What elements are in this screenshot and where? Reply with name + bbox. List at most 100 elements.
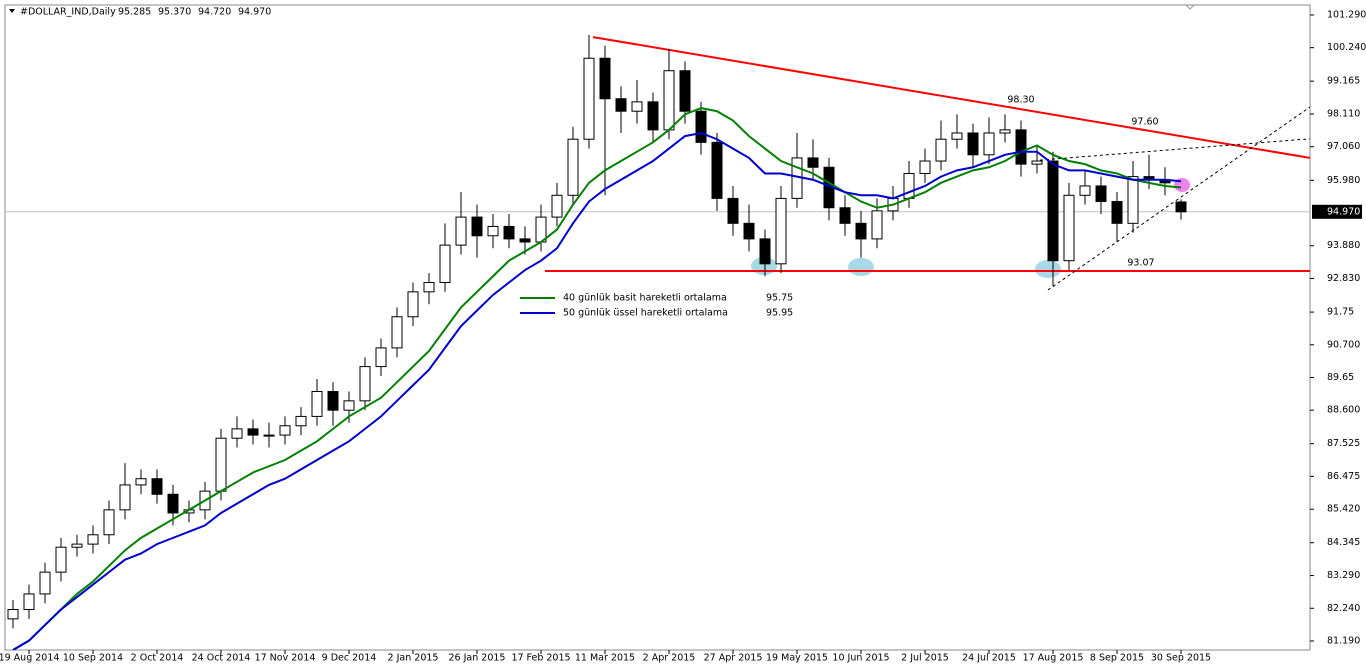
y-tick-label: 84.345 bbox=[1327, 537, 1360, 548]
x-tick-label: 24 Oct 2014 bbox=[192, 653, 251, 664]
chart-title: #DOLLAR_IND,Daily bbox=[20, 7, 116, 18]
candle-body bbox=[1047, 160, 1059, 262]
y-tick-label: 90.700 bbox=[1327, 339, 1360, 350]
candle-body bbox=[615, 98, 627, 112]
candle-body bbox=[23, 593, 35, 611]
candle-body bbox=[471, 216, 483, 237]
x-tick-label: 10 Sep 2014 bbox=[63, 653, 123, 664]
y-tick-label: 87.525 bbox=[1327, 438, 1360, 449]
candle-body bbox=[647, 101, 659, 131]
legend-label: 40 günlük basit hareketli ortalama bbox=[563, 293, 727, 304]
candle-body bbox=[135, 478, 147, 486]
candle-body bbox=[935, 138, 947, 162]
candle-body bbox=[375, 347, 387, 368]
current-price-label: 94.970 bbox=[1327, 206, 1360, 217]
x-tick-label: 19 May 2015 bbox=[766, 653, 828, 664]
annotation: 97.60 bbox=[1131, 117, 1158, 128]
candle-body bbox=[215, 437, 227, 492]
candle-body bbox=[231, 428, 243, 439]
candle-body bbox=[759, 238, 771, 265]
y-tick-label: 100.240 bbox=[1327, 42, 1366, 53]
candle-body bbox=[903, 172, 915, 199]
candle-body bbox=[151, 478, 163, 495]
candle-body bbox=[39, 571, 51, 595]
x-tick-label: 8 Sep 2015 bbox=[1090, 653, 1144, 664]
candle-body bbox=[1079, 185, 1091, 196]
moving-average bbox=[12, 131, 1182, 650]
candle-body bbox=[423, 281, 435, 293]
candle-body bbox=[983, 132, 995, 156]
x-tick-label: 17 Nov 2014 bbox=[255, 653, 316, 664]
candle-body bbox=[727, 197, 739, 224]
candle-body bbox=[1111, 201, 1123, 224]
low-marker bbox=[1035, 260, 1061, 278]
candle-body bbox=[359, 366, 371, 402]
candle-body bbox=[167, 493, 179, 514]
x-tick-label: 26 Jan 2015 bbox=[449, 653, 506, 664]
candle-body bbox=[295, 415, 307, 427]
candle-body bbox=[247, 428, 259, 436]
candle-body bbox=[871, 210, 883, 240]
x-tick-label: 2 Oct 2014 bbox=[131, 653, 184, 664]
candle-body bbox=[1015, 129, 1027, 165]
candle-body bbox=[87, 534, 99, 545]
y-tick-label: 98.110 bbox=[1327, 109, 1360, 120]
candle-body bbox=[583, 57, 595, 140]
menu-arrow bbox=[9, 9, 15, 13]
candle-body bbox=[455, 216, 467, 246]
x-tick-label: 17 Aug 2015 bbox=[1023, 653, 1084, 664]
title-value: 94.720 bbox=[198, 7, 231, 18]
candle-body bbox=[343, 400, 355, 411]
x-tick-label: 11 Mar 2015 bbox=[575, 653, 635, 664]
candle-body bbox=[1127, 176, 1139, 224]
candle-body bbox=[711, 141, 723, 199]
legend-value: 95.95 bbox=[766, 308, 793, 319]
annotation: 98.30 bbox=[1007, 95, 1034, 106]
candle-body bbox=[775, 197, 787, 265]
x-tick-label: 27 Apr 2015 bbox=[704, 653, 763, 664]
candle-body bbox=[1031, 160, 1043, 165]
candle-body bbox=[311, 391, 323, 417]
candle-body bbox=[1063, 194, 1075, 262]
candle-body bbox=[407, 291, 419, 318]
x-tick-label: 19 Aug 2014 bbox=[0, 653, 59, 664]
x-tick-label: 17 Feb 2015 bbox=[511, 653, 570, 664]
x-tick-label: 2 Jul 2015 bbox=[901, 653, 949, 664]
annotation: 93.07 bbox=[1127, 258, 1154, 269]
candle-body bbox=[1095, 185, 1107, 203]
candle-body bbox=[327, 391, 339, 411]
candle-body bbox=[551, 194, 563, 218]
y-tick-label: 85.420 bbox=[1327, 504, 1360, 515]
candle-body bbox=[663, 70, 675, 131]
y-tick-label: 91.75 bbox=[1327, 307, 1354, 318]
candle-body bbox=[279, 425, 291, 436]
plot-area bbox=[5, 5, 1310, 650]
candle-body bbox=[567, 138, 579, 196]
candle-body bbox=[695, 110, 707, 143]
candle-body bbox=[743, 222, 755, 240]
channel-line bbox=[1039, 138, 1310, 161]
scroll-marker bbox=[1185, 5, 1195, 10]
y-tick-label: 86.475 bbox=[1327, 471, 1360, 482]
y-tick-label: 81.190 bbox=[1327, 635, 1360, 646]
candle-body bbox=[71, 543, 83, 548]
x-tick-label: 30 Sep 2015 bbox=[1151, 653, 1211, 664]
y-tick-label: 82.240 bbox=[1327, 603, 1360, 614]
title-value: 95.285 bbox=[118, 7, 151, 18]
y-tick-label: 88.600 bbox=[1327, 405, 1360, 416]
candle-body bbox=[679, 70, 691, 112]
title-value: 94.970 bbox=[238, 7, 271, 18]
candle-body bbox=[503, 225, 515, 240]
candle-body bbox=[103, 509, 115, 536]
y-tick-label: 93.880 bbox=[1327, 240, 1360, 251]
y-tick-label: 83.290 bbox=[1327, 570, 1360, 581]
candle-body bbox=[119, 484, 131, 511]
channel-line bbox=[1047, 106, 1310, 291]
y-tick-label: 92.830 bbox=[1327, 273, 1360, 284]
x-tick-label: 2 Jan 2015 bbox=[388, 653, 439, 664]
candle-body bbox=[631, 101, 643, 112]
candle-body bbox=[967, 132, 979, 156]
candle-body bbox=[807, 157, 819, 168]
candle-body bbox=[439, 244, 451, 283]
